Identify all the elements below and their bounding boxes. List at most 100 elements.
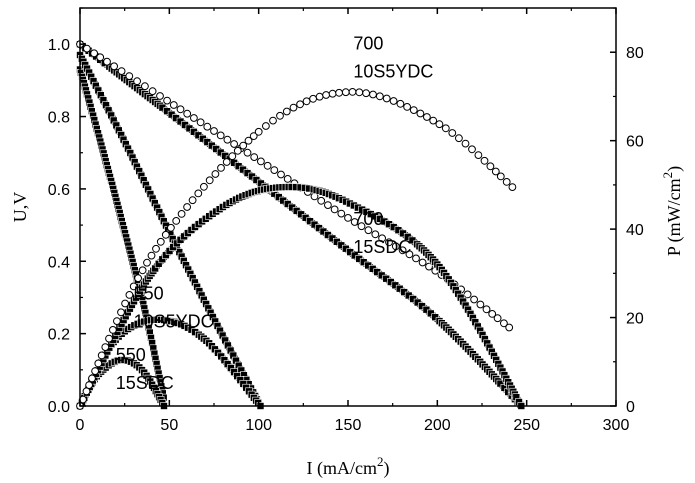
series-3-point xyxy=(470,295,479,304)
series-3-point xyxy=(263,161,272,170)
series-3-point xyxy=(482,305,491,314)
x-tick-label: 100 xyxy=(245,417,272,434)
series-7-point xyxy=(282,107,291,116)
series-3-point xyxy=(223,135,232,144)
series-7-point xyxy=(435,120,444,129)
series-7-point xyxy=(177,210,186,218)
series-7-point xyxy=(341,88,350,97)
series-7-point xyxy=(172,217,181,225)
annotation-3-label: 15SDC xyxy=(116,373,174,393)
series-3-point xyxy=(230,140,239,148)
series-7-point xyxy=(239,141,248,150)
series-3-point xyxy=(83,44,91,53)
y2-tick-label: 80 xyxy=(626,45,644,62)
series-7-point xyxy=(289,103,298,112)
series-3-point xyxy=(257,157,265,166)
series-7-point xyxy=(244,136,253,145)
series-7-point xyxy=(211,170,220,178)
x-axis-title: I (mA/cm2) xyxy=(307,454,390,479)
series-7-point xyxy=(105,334,113,343)
series-3-point xyxy=(405,250,414,259)
series-7-point xyxy=(480,156,489,165)
series-3-point xyxy=(337,209,346,218)
series-7-point xyxy=(328,89,337,98)
axes: 0 50 100 150 200 250 300 0.0 0.2 0.4 0.6 0.8 1.0 0 20 4… xyxy=(10,7,685,479)
series-7-point xyxy=(113,317,121,326)
y2-tick-label: 0 xyxy=(626,399,635,416)
series-7-point xyxy=(508,183,517,192)
series-7-point xyxy=(423,113,431,121)
series-3-point xyxy=(418,258,427,267)
y-tick-label: 0.2 xyxy=(48,327,70,344)
series-3-point xyxy=(210,127,218,135)
series-7-point xyxy=(276,111,284,120)
series-7-point xyxy=(109,326,117,334)
series-7-point xyxy=(369,90,377,99)
series-3-point xyxy=(350,218,359,226)
annotation-2-temp: 550 xyxy=(134,283,164,303)
series-3-point xyxy=(463,290,472,299)
series-3-point xyxy=(283,175,292,183)
series-7-point xyxy=(117,308,125,317)
series-7-point xyxy=(233,146,242,155)
y-tick-label: 0.8 xyxy=(48,110,70,127)
series-3-point xyxy=(344,214,352,222)
y-tick-label: 0.4 xyxy=(48,254,70,271)
series-7-point xyxy=(474,151,483,160)
series-7-point xyxy=(200,182,208,191)
series-7-point xyxy=(309,94,318,103)
y-tick-label: 0.6 xyxy=(48,182,70,199)
series-7-point xyxy=(249,132,258,141)
series-7-point xyxy=(322,91,331,99)
y-axis-title: U,V xyxy=(10,192,30,223)
series-7-point xyxy=(468,145,476,154)
series-7-point xyxy=(302,97,311,106)
series-3-point xyxy=(270,166,279,175)
y2-tick-label: 20 xyxy=(626,311,644,328)
series-3-point xyxy=(277,170,285,179)
series-3-point xyxy=(385,238,393,247)
series-2-point xyxy=(431,313,440,322)
series-3-point xyxy=(148,87,157,96)
series-7-point xyxy=(121,299,129,308)
series-0 xyxy=(76,65,168,403)
series-7-point xyxy=(455,134,463,143)
series-3-point xyxy=(176,105,185,114)
series-3-point xyxy=(141,82,149,91)
series-7-point xyxy=(335,88,344,97)
annotation-1-temp: 700 xyxy=(353,209,383,229)
series-3-point xyxy=(90,49,98,58)
series-3-point xyxy=(364,226,373,235)
series-7-point xyxy=(502,178,511,186)
series-3-point xyxy=(371,230,380,239)
x-tick-label: 50 xyxy=(160,417,178,434)
series-7-point xyxy=(389,97,398,105)
series-7-point xyxy=(348,88,357,96)
series-3-point xyxy=(133,77,142,86)
series-3-point xyxy=(117,67,126,75)
y2-tick-label: 60 xyxy=(626,134,644,151)
series-7-point xyxy=(85,381,93,390)
series-3-point xyxy=(324,201,332,210)
series-3-point xyxy=(203,122,212,131)
series-7-point xyxy=(205,176,214,185)
y2-axis-title: P (mW/cm2) xyxy=(660,166,685,256)
series-7-point xyxy=(396,99,405,108)
series-7-point xyxy=(228,152,237,161)
series-7-point xyxy=(448,129,457,137)
series-3-point xyxy=(317,196,326,205)
series-3-point xyxy=(476,300,485,309)
x-tick-label: 200 xyxy=(424,417,451,434)
series-3-point xyxy=(156,92,164,100)
series-3-point xyxy=(493,314,502,323)
y2-tick-label: 40 xyxy=(626,222,644,239)
series-7-point xyxy=(125,291,134,299)
series-7-point xyxy=(269,116,277,125)
series-7-point xyxy=(296,100,305,109)
series-7-point xyxy=(496,172,505,181)
series-7-point xyxy=(382,94,391,103)
series-7-point xyxy=(156,237,165,246)
annotation-0-temp: 700 xyxy=(353,34,383,54)
y-tick-label: 1.0 xyxy=(48,37,70,54)
